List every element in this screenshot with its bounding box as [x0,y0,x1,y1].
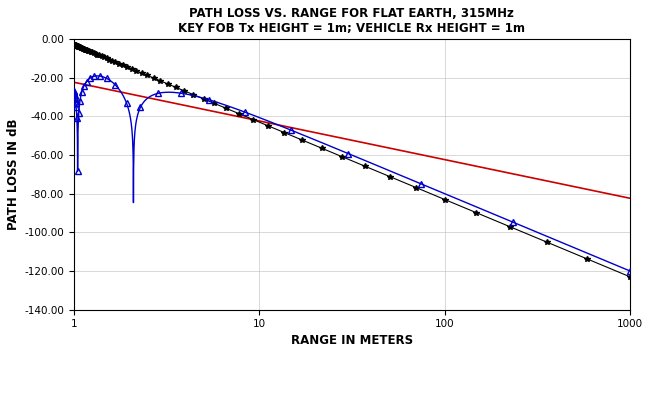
Title: PATH LOSS VS. RANGE FOR FLAT EARTH, 315MHz
KEY FOB Tx HEIGHT = 1m; VEHICLE Rx HE: PATH LOSS VS. RANGE FOR FLAT EARTH, 315M… [178,7,525,35]
Y-axis label: PATH LOSS IN dB: PATH LOSS IN dB [7,119,20,230]
X-axis label: RANGE IN METERS: RANGE IN METERS [291,333,413,347]
